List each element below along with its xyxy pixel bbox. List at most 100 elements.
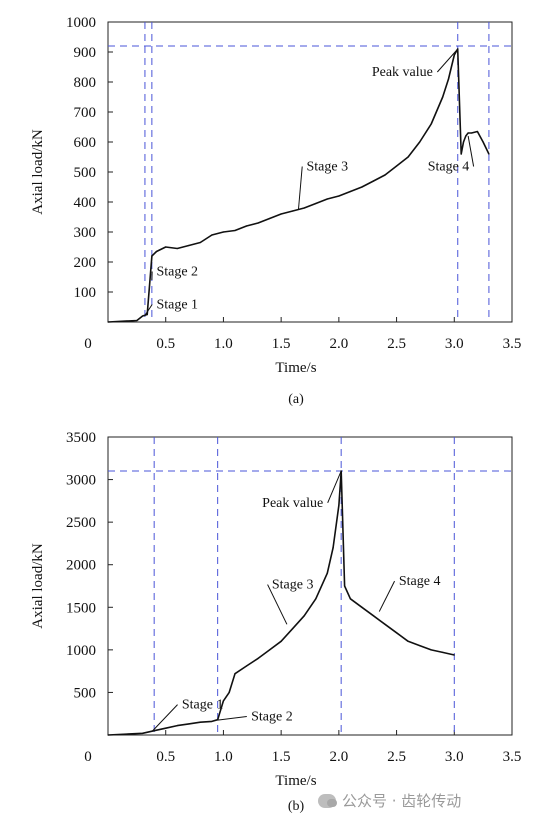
chart-a-data-point — [477, 131, 478, 132]
chart-b-y-tick-label: 1000 — [66, 643, 96, 659]
chart-b-x-tick-label: 2.0 — [329, 749, 348, 765]
chart-a-data-point — [211, 234, 212, 235]
chart-a-data-point — [431, 123, 432, 124]
chart-a-y-tick-label: 700 — [74, 105, 97, 121]
chart-a-data-point — [200, 242, 201, 243]
chart-a-data-point — [304, 207, 305, 208]
chart-a-data-point — [471, 132, 472, 133]
chart-a-x-tick-label: 2.0 — [329, 336, 348, 352]
chart-a-y-tick-label: 200 — [74, 255, 97, 271]
chart-b-annotation-label: Stage 4 — [399, 574, 441, 589]
chart-a-annotation-label: Stage 1 — [156, 298, 198, 313]
chart-b-x-tick-label: 3.5 — [503, 749, 522, 765]
chart-a-y-tick-label: 500 — [74, 165, 97, 181]
chart-b-data-point — [350, 598, 351, 599]
chart-b-annotation-label: Peak value — [262, 496, 323, 511]
chart-b-data-point — [229, 692, 230, 693]
chart-b-data-point — [234, 673, 235, 674]
chart-a-data-point — [269, 218, 270, 219]
chart-a-x-axis-label: Time/s — [275, 360, 316, 376]
chart-a-data-point — [465, 135, 466, 136]
chart-a-data-point — [373, 180, 374, 181]
chart-a-data-point — [396, 165, 397, 166]
chart-a-x-tick-label: 1.5 — [272, 336, 291, 352]
chart-a-y-axis-label: Axial load/kN — [30, 129, 46, 215]
chart-a-data-point — [147, 314, 148, 315]
chart-a-x-tick-label: 2.5 — [387, 336, 406, 352]
chart-a-data-point — [361, 186, 362, 187]
chart-a-data-point — [257, 222, 258, 223]
chart-b-data-point — [107, 734, 108, 735]
chart-b-x-tick-label: 1.5 — [272, 749, 291, 765]
chart-a-annotation-label: Stage 2 — [156, 265, 198, 280]
chart-b-data-point — [315, 598, 316, 599]
chart-a-x-tick-label: 0.5 — [156, 336, 175, 352]
chart-b-data-point — [269, 649, 270, 650]
chart-a-x-tick-label: 0 — [84, 336, 92, 352]
chart-b-data-point — [419, 645, 420, 646]
chart-b-data-point — [373, 615, 374, 616]
chart-a-y-tick-label: 900 — [74, 45, 97, 61]
chart-a-y-tick-label: 1000 — [66, 15, 96, 31]
chart-b-data-point — [281, 641, 282, 642]
chart-b-annotation-leader — [218, 717, 247, 721]
chart-a-data-point — [350, 191, 351, 192]
chart-a-y-tick-label: 400 — [74, 195, 97, 211]
chart-b-data-point — [246, 665, 247, 666]
chart-b-data-point — [431, 649, 432, 650]
chart-b-data-point — [327, 573, 328, 574]
chart-a-data-point — [327, 198, 328, 199]
chart-b-data-point — [344, 585, 345, 586]
chart-b-data-point — [396, 632, 397, 633]
chart-a-data-point — [488, 153, 489, 154]
wechat-icon — [318, 794, 336, 808]
chart-a-data-point — [292, 210, 293, 211]
chart-a-data-point — [483, 141, 484, 142]
chart-b-annotation-label: Stage 2 — [251, 710, 293, 725]
chart-a-data-point — [338, 195, 339, 196]
chart-a-x-tick-label: 3.5 — [503, 336, 522, 352]
chart-b-data-point — [361, 607, 362, 608]
chart-a-data-point — [151, 255, 152, 256]
chart-b-x-tick-label: 2.5 — [387, 749, 406, 765]
chart-a-data-point — [223, 231, 224, 232]
watermark-text: 公众号 · 齿轮传动 — [342, 790, 461, 811]
chart-a-data-point — [177, 248, 178, 249]
chart-b-data-point — [338, 505, 339, 506]
chart-b-data-point — [257, 658, 258, 659]
chart-a-data-point — [454, 54, 455, 55]
chart-b-x-tick-label: 0.5 — [156, 749, 175, 765]
chart-a-data-point — [448, 78, 449, 79]
chart-b-data-point — [200, 722, 201, 723]
chart-a-y-tick-label: 600 — [74, 135, 97, 151]
chart-b-x-axis-label: Time/s — [275, 773, 316, 789]
chart-b-y-axis-label: Axial load/kN — [30, 543, 46, 629]
chart-b-annotation-leader — [152, 705, 178, 732]
chart-a-data-point — [463, 141, 464, 142]
chart-a-data-point — [461, 153, 462, 154]
chart-a-data-point — [408, 156, 409, 157]
watermark: 公众号 · 齿轮传动 — [318, 790, 461, 811]
chart-b-data-point — [177, 725, 178, 726]
chart-a-annotation-label: Stage 4 — [428, 160, 470, 175]
chart-a-data-point — [107, 321, 108, 322]
chart-a-y-tick-label: 800 — [74, 75, 97, 91]
chart-a-caption: (a) — [288, 392, 304, 407]
chart-a-data-point — [246, 225, 247, 226]
chart-b-annotation-label: Stage 1 — [182, 698, 224, 713]
chart-b-y-tick-label: 3000 — [66, 473, 96, 489]
chart-b-y-tick-label: 2500 — [66, 515, 96, 531]
chart-b-data-point — [211, 721, 212, 722]
chart-b-data-point — [304, 615, 305, 616]
chart-b-y-tick-label: 2000 — [66, 558, 96, 574]
chart-a-data-point — [468, 132, 469, 133]
chart-a-data-point — [281, 213, 282, 214]
chart-b-data-point — [142, 733, 143, 734]
chart-b-caption: (b) — [288, 799, 305, 814]
chart-b-annotation-label: Stage 3 — [272, 578, 314, 593]
chart-a-data-point — [315, 203, 316, 204]
